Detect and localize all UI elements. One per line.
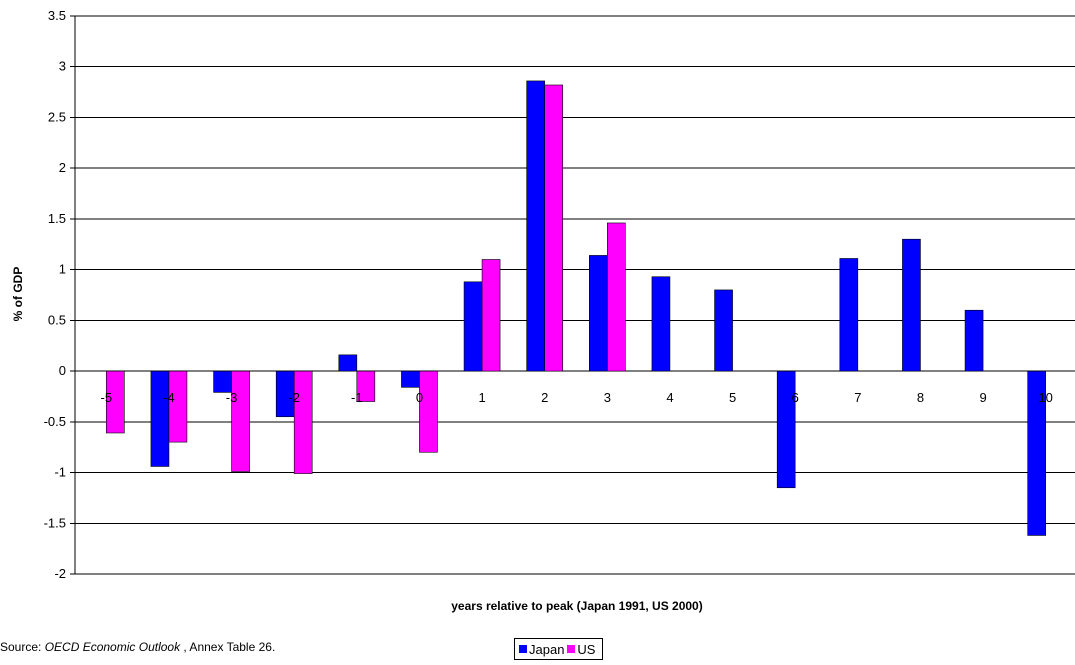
bar-japan--1 — [338, 354, 358, 372]
bar-japan-3 — [589, 255, 608, 372]
legend-item-us: US — [567, 642, 595, 657]
x-tick-label: 2 — [541, 390, 548, 405]
source-prefix: Source: — [0, 640, 45, 654]
bar-japan-7 — [839, 258, 859, 372]
bar-japan--4 — [150, 370, 170, 467]
x-tick-label: 5 — [729, 390, 736, 405]
bar-us--1 — [356, 370, 376, 402]
source-publication: OECD Economic Outlook — [44, 640, 181, 654]
x-tick-label: -3 — [226, 390, 238, 405]
x-tick-label: 4 — [666, 390, 673, 405]
y-tick-label: 1.5 — [48, 211, 66, 226]
x-axis-ticks: -5 -4 -3 -2 -1 0 1 2 3 4 5 6 7 8 9 10 — [101, 390, 1053, 405]
y-tick-label: -2 — [54, 566, 66, 581]
bar-us--2 — [293, 370, 313, 474]
bar-japan-2 — [526, 80, 545, 372]
bar-japan-5 — [714, 289, 733, 372]
y-tick-label: 0 — [59, 363, 66, 378]
bar-japan-10 — [1027, 370, 1046, 536]
bar-us-0 — [419, 370, 438, 453]
bar-us--4 — [168, 370, 188, 443]
x-tick-label: 1 — [478, 390, 485, 405]
bar-us--5 — [106, 370, 125, 434]
legend: Japan US — [514, 638, 604, 660]
source-suffix: , Annex Table 26. — [180, 640, 276, 654]
bar-japan-4 — [651, 276, 671, 372]
x-tick-label: 7 — [854, 390, 861, 405]
bar-us-2 — [544, 84, 563, 372]
bar-us-3 — [607, 222, 626, 372]
bar-us-1 — [481, 259, 501, 372]
gridlines — [74, 15, 1075, 575]
y-tick-label: -1.5 — [44, 515, 66, 530]
legend-swatch-japan — [519, 645, 527, 653]
y-tick-label: -0.5 — [44, 414, 66, 429]
legend-item-japan: Japan — [519, 642, 564, 657]
bars — [106, 80, 1046, 536]
source-note: Source: OECD Economic Outlook , Annex Ta… — [0, 640, 275, 654]
legend-swatch-us — [567, 645, 576, 653]
x-tick-label: -5 — [101, 390, 113, 405]
y-tick-label: 2 — [59, 160, 66, 175]
x-tick-label: 8 — [917, 390, 924, 405]
y-tick-label: 2.5 — [48, 109, 66, 124]
y-axis-label: % of GDP — [11, 267, 25, 322]
x-tick-label: -1 — [351, 390, 363, 405]
legend-label-japan: Japan — [529, 641, 565, 657]
y-axis-ticks: 3.5 3 2.5 2 1.5 1 0.5 0 -0.5 -1 -1.5 -2 — [44, 8, 75, 581]
y-tick-label: 3 — [59, 59, 66, 74]
bar-us--3 — [231, 370, 250, 472]
y-tick-label: 1 — [59, 262, 66, 277]
y-tick-label: 0.5 — [48, 312, 66, 327]
bar-japan-9 — [964, 309, 984, 372]
x-tick-label: -2 — [288, 390, 300, 405]
bar-japan-6 — [776, 370, 796, 489]
x-tick-label: 3 — [604, 390, 611, 405]
y-tick-label: 3.5 — [48, 8, 66, 23]
bar-japan-0 — [401, 370, 420, 388]
x-tick-label: 0 — [416, 390, 423, 405]
x-tick-label: -4 — [163, 390, 175, 405]
legend-label-us: US — [577, 641, 596, 657]
x-tick-label: 10 — [1038, 390, 1052, 405]
y-tick-label: -1 — [54, 465, 66, 480]
bar-japan-1 — [463, 281, 483, 372]
x-tick-label: 6 — [792, 390, 799, 405]
bar-japan-8 — [902, 238, 921, 372]
x-axis-label: years relative to peak (Japan 1991, US 2… — [451, 599, 702, 613]
x-tick-label: 9 — [979, 390, 986, 405]
